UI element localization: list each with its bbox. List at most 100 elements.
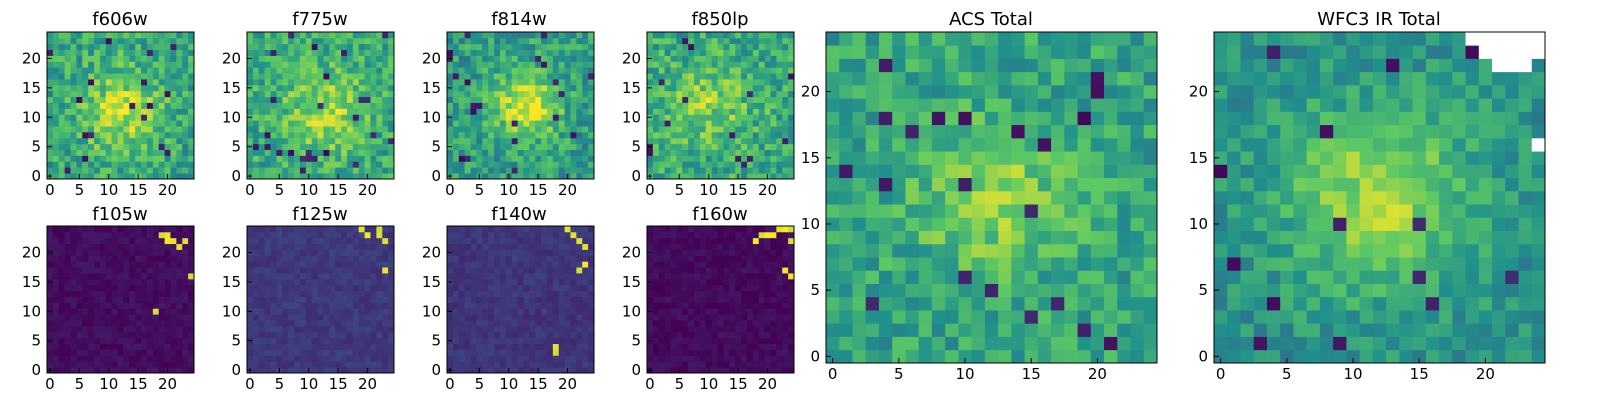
heatmap-cell [158,290,165,297]
heatmap-cell [488,325,495,333]
heatmap-cell [729,361,736,368]
heatmap-cell [729,108,736,115]
heatmap-cell [264,73,271,80]
heatmap-cell [552,261,560,268]
heatmap-cell [341,79,348,86]
heatmap-cell [47,137,54,145]
heatmap-cell [476,337,483,344]
heatmap-cell [58,296,66,303]
heatmap-cell [341,32,348,39]
heatmap-cell [317,149,324,156]
heatmap-cell [382,173,389,180]
heatmap-cell [452,361,460,368]
heatmap-cell [270,32,277,39]
heatmap-cell [711,43,718,51]
heatmap-cell [76,308,83,315]
heatmap-cell [582,37,589,45]
heatmap-cell [117,290,124,297]
heatmap-cell [535,84,542,92]
heatmap-cell [729,343,736,350]
heatmap-cell [776,325,783,333]
heatmap-cell [452,267,460,274]
heatmap-cell [741,331,748,339]
heatmap-cell [482,355,489,362]
heatmap-cell [182,73,189,80]
heatmap-cell [776,284,783,292]
heatmap-cell [94,237,101,245]
heatmap-cell [376,167,383,174]
heatmap-cell [558,143,565,150]
heatmap-cell [146,284,154,292]
heatmap-cell [346,249,354,256]
heatmap-cell [652,102,660,109]
heatmap-cell [70,278,77,286]
heatmap-cell [758,43,765,51]
heatmap-cell [76,79,83,86]
heatmap-cell [770,61,777,68]
heatmap-cell [735,320,742,327]
heatmap-cell [382,79,389,86]
heatmap-cell [529,249,536,256]
heatmap-cell [335,131,342,139]
heatmap-cell [652,302,660,309]
heatmap-cell [364,167,371,174]
heatmap-cell [788,349,795,356]
heatmap-cell [311,84,318,92]
heatmap-cell [346,337,354,344]
heatmap-cell [576,32,583,39]
heatmap-cell [499,61,507,68]
heatmap-cell [264,314,271,321]
heatmap-cell [505,349,513,356]
heatmap-cell [135,320,142,327]
heatmap-cell [94,290,101,297]
heatmap-cell [311,308,318,315]
heatmap-cell [729,37,736,45]
x-tick-label: 5 [275,181,285,199]
heatmap-cell [582,43,589,51]
heatmap-cell [105,149,113,156]
heatmap-cell [388,96,395,103]
heatmap-cell [464,79,471,86]
heatmap-cell [182,290,189,297]
heatmap-cell [282,32,289,39]
heatmap-cell [170,308,177,315]
heatmap-cell [470,337,477,344]
heatmap-cell [294,67,301,74]
heatmap-cell [552,231,560,239]
heatmap-cell [570,308,577,315]
heatmap-cell [70,290,77,297]
heatmap-cell [82,96,89,103]
heatmap-cell [358,367,365,374]
heatmap-cell [482,290,489,297]
heatmap-cell [294,120,301,127]
heatmap-cell [782,349,789,356]
heatmap-cell [752,131,760,139]
heatmap-cell [176,349,183,356]
heatmap-cell [346,367,354,374]
heatmap-cell [123,102,130,109]
heatmap-cell [752,84,760,92]
heatmap-cell [699,84,707,92]
heatmap-cell [164,261,171,268]
heatmap-cell [658,302,666,309]
heatmap-cell [758,284,765,292]
heatmap-cell [329,255,336,262]
heatmap-cell [494,367,501,374]
heatmap-cell [170,226,177,233]
heatmap-cell [758,173,765,180]
heatmap-cell [776,108,783,115]
heatmap-cell [341,120,348,127]
heatmap-cell [317,337,324,344]
heatmap-cell [505,308,513,315]
heatmap-cell [370,302,377,309]
heatmap-cell [494,314,501,321]
heatmap-cell [370,320,377,327]
heatmap-cell [488,79,495,86]
heatmap-cell [164,296,171,303]
heatmap-cell [346,173,354,180]
heatmap-cell [511,126,518,133]
heatmap-cell [264,267,271,274]
heatmap-cell [782,120,789,127]
heatmap-cell [346,84,354,92]
heatmap-cell [352,249,360,256]
